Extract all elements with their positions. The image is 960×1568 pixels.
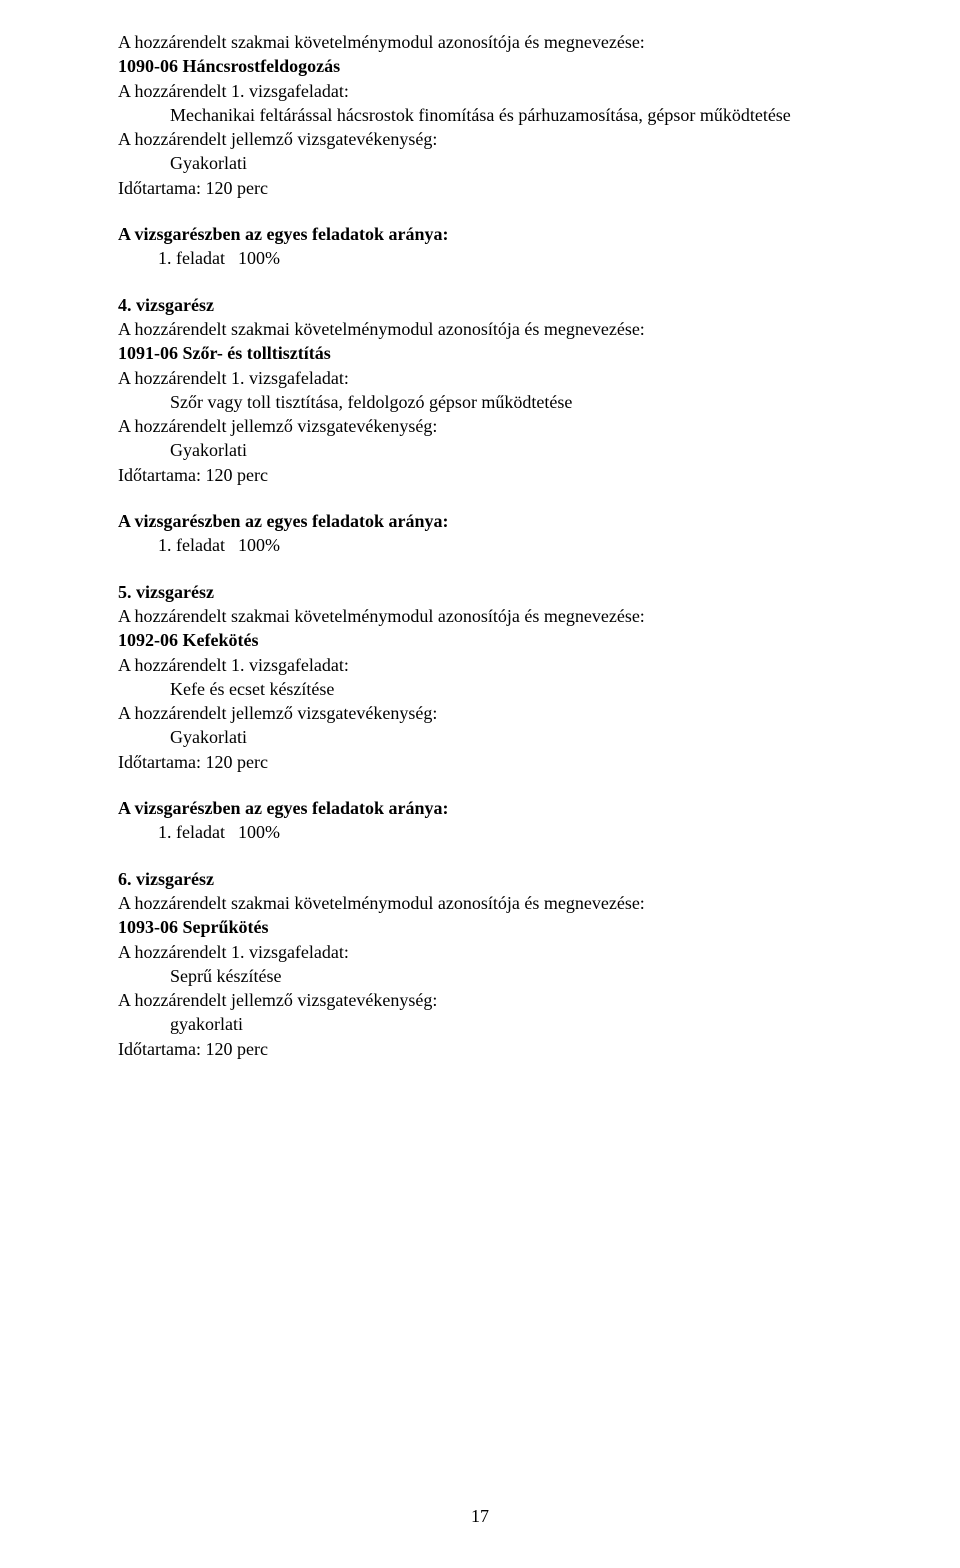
module-intro-line: A hozzárendelt szakmai követelménymodul … bbox=[118, 30, 842, 54]
duration: Időtartama: 120 perc bbox=[118, 1037, 842, 1061]
activity-type: Gyakorlati bbox=[118, 438, 842, 462]
section-module-1091: 4. vizsgarész A hozzárendelt szakmai köv… bbox=[118, 293, 842, 487]
activity-type: Gyakorlati bbox=[118, 151, 842, 175]
ratio-label: A vizsgarészben az egyes feladatok arány… bbox=[118, 509, 842, 533]
module-intro-line: A hozzárendelt szakmai követelménymodul … bbox=[118, 317, 842, 341]
ratio-block-1090: A vizsgarészben az egyes feladatok arány… bbox=[118, 222, 842, 271]
module-code-title: 1090-06 Háncsrostfeldogozás bbox=[118, 54, 842, 78]
duration: Időtartama: 120 perc bbox=[118, 463, 842, 487]
module-code-title: 1093-06 Seprűkötés bbox=[118, 915, 842, 939]
module-intro-line: A hozzárendelt szakmai követelménymodul … bbox=[118, 604, 842, 628]
ratio-row: 1. feladat 100% bbox=[118, 820, 842, 844]
activity-type: Gyakorlati bbox=[118, 725, 842, 749]
task-label: A hozzárendelt 1. vizsgafeladat: bbox=[118, 366, 842, 390]
ratio-row: 1. feladat 100% bbox=[118, 533, 842, 557]
task-label: A hozzárendelt 1. vizsgafeladat: bbox=[118, 940, 842, 964]
section-module-1090: A hozzárendelt szakmai követelménymodul … bbox=[118, 30, 842, 200]
activity-label: A hozzárendelt jellemző vizsgatevékenysé… bbox=[118, 701, 842, 725]
ratio-block-1091: A vizsgarészben az egyes feladatok arány… bbox=[118, 509, 842, 558]
task-description: Mechanikai feltárással hácsrostok finomí… bbox=[118, 103, 842, 127]
section-module-1092: 5. vizsgarész A hozzárendelt szakmai köv… bbox=[118, 580, 842, 774]
activity-type: gyakorlati bbox=[118, 1012, 842, 1036]
task-description: Seprű készítése bbox=[118, 964, 842, 988]
duration: Időtartama: 120 perc bbox=[118, 750, 842, 774]
duration: Időtartama: 120 perc bbox=[118, 176, 842, 200]
ratio-item: 1. feladat bbox=[158, 533, 238, 557]
ratio-value: 100% bbox=[238, 533, 280, 557]
activity-label: A hozzárendelt jellemző vizsgatevékenysé… bbox=[118, 414, 842, 438]
task-description: Szőr vagy toll tisztítása, feldolgozó gé… bbox=[118, 390, 842, 414]
ratio-label: A vizsgarészben az egyes feladatok arány… bbox=[118, 796, 842, 820]
activity-label: A hozzárendelt jellemző vizsgatevékenysé… bbox=[118, 988, 842, 1012]
part-title: 4. vizsgarész bbox=[118, 293, 842, 317]
page-number: 17 bbox=[0, 1504, 960, 1528]
ratio-item: 1. feladat bbox=[158, 246, 238, 270]
module-intro-line: A hozzárendelt szakmai követelménymodul … bbox=[118, 891, 842, 915]
task-description: Kefe és ecset készítése bbox=[118, 677, 842, 701]
module-code-title: 1091-06 Szőr- és tolltisztítás bbox=[118, 341, 842, 365]
activity-label: A hozzárendelt jellemző vizsgatevékenysé… bbox=[118, 127, 842, 151]
part-title: 6. vizsgarész bbox=[118, 867, 842, 891]
ratio-item: 1. feladat bbox=[158, 820, 238, 844]
ratio-block-1092: A vizsgarészben az egyes feladatok arány… bbox=[118, 796, 842, 845]
part-title: 5. vizsgarész bbox=[118, 580, 842, 604]
task-label: A hozzárendelt 1. vizsgafeladat: bbox=[118, 653, 842, 677]
module-code-title: 1092-06 Kefekötés bbox=[118, 628, 842, 652]
ratio-value: 100% bbox=[238, 246, 280, 270]
ratio-row: 1. feladat 100% bbox=[118, 246, 842, 270]
ratio-label: A vizsgarészben az egyes feladatok arány… bbox=[118, 222, 842, 246]
section-module-1093: 6. vizsgarész A hozzárendelt szakmai köv… bbox=[118, 867, 842, 1061]
task-label: A hozzárendelt 1. vizsgafeladat: bbox=[118, 79, 842, 103]
ratio-value: 100% bbox=[238, 820, 280, 844]
